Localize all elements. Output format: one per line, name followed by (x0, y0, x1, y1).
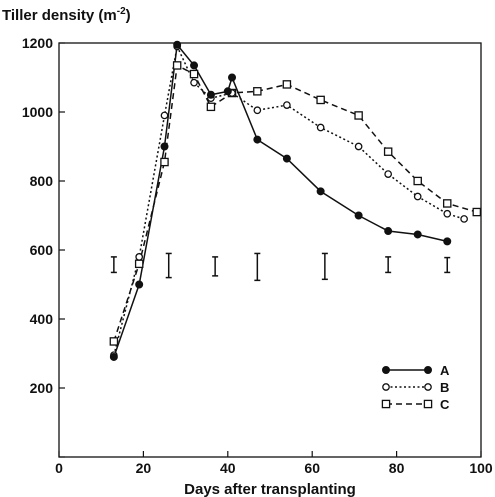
series-c-point (134, 259, 144, 269)
legend-b-label: B (440, 380, 449, 395)
series-b-point (384, 170, 393, 178)
series-a-point (173, 40, 182, 49)
x-tick-label: 20 (136, 460, 152, 476)
series-c-point (282, 80, 292, 89)
series-a-point (160, 142, 169, 151)
y-axis-label-close: ) (126, 7, 131, 24)
y-tick-label: 400 (30, 311, 54, 327)
legend-b-marker-left (382, 383, 390, 391)
x-tick-label: 40 (220, 460, 236, 476)
series-c-point (160, 157, 169, 167)
series-c-point (172, 61, 182, 70)
y-tick-label: 200 (30, 380, 54, 396)
series-b-point (316, 123, 325, 132)
series-b-point (283, 101, 291, 109)
plot-frame (58, 42, 482, 458)
legend-a-marker-right (424, 366, 433, 375)
series-a-point (354, 211, 363, 220)
series-a-point (443, 237, 452, 246)
series-c-point (189, 69, 199, 79)
series-a-point (253, 135, 262, 144)
y-tick-label: 800 (30, 173, 54, 189)
x-tick-label: 0 (55, 460, 63, 476)
x-axis-label: Days after transplanting (184, 481, 356, 497)
series-b-point (135, 253, 144, 261)
legend-a-marker-left (382, 366, 391, 375)
series-b-point (253, 106, 262, 115)
series-a-line (113, 42, 448, 358)
series-a-point (228, 73, 237, 82)
series-a-point (384, 227, 393, 236)
axis-ticks: 0 20 40 60 80 100 200 400 600 800 1000 1200 (22, 35, 493, 476)
series-b-point (160, 111, 169, 120)
error-bars (110, 252, 451, 282)
legend-a-label: A (440, 363, 450, 378)
series-a-point (223, 87, 232, 96)
series-c-point (383, 147, 393, 156)
y-axis-label-text: Tiller density (m (2, 7, 117, 24)
data-series (109, 40, 482, 361)
legend: ABC (381, 363, 450, 412)
series-b-line (113, 44, 465, 356)
series-a-point (190, 61, 199, 70)
legend-c-marker-left (381, 399, 391, 409)
series-c-point (413, 176, 422, 186)
x-tick-label: 100 (469, 460, 493, 476)
series-a-point (413, 230, 422, 239)
series-c-line (113, 64, 477, 342)
series-c-point (442, 199, 452, 208)
legend-c-marker-right (423, 399, 433, 409)
series-b-point (354, 142, 363, 151)
series-c-point (472, 207, 482, 217)
y-tick-label: 1200 (22, 35, 53, 51)
series-a-point (282, 154, 291, 163)
series-a-point (316, 187, 325, 196)
series-b-point (443, 209, 452, 218)
series-c-point (316, 95, 325, 105)
series-b-point (460, 215, 468, 223)
legend-b-marker-right (424, 383, 432, 391)
y-axis-label: Tiller density (m-2) (2, 6, 131, 24)
series-a-point (109, 352, 118, 361)
series-c-point (354, 111, 363, 120)
series-a-point (135, 280, 144, 289)
series-c-point (253, 87, 262, 96)
series-a-point (206, 90, 215, 99)
y-tick-label: 600 (30, 242, 54, 258)
y-axis-label-superscript: -2 (117, 6, 126, 17)
x-tick-label: 80 (389, 460, 405, 476)
series-b-point (190, 78, 198, 87)
x-tick-label: 60 (304, 460, 320, 476)
series-b-point (413, 192, 422, 201)
y-tick-label: 1000 (22, 104, 53, 120)
series-c-point (109, 337, 119, 346)
series-c-point (206, 102, 216, 112)
legend-c-label: C (440, 397, 450, 412)
